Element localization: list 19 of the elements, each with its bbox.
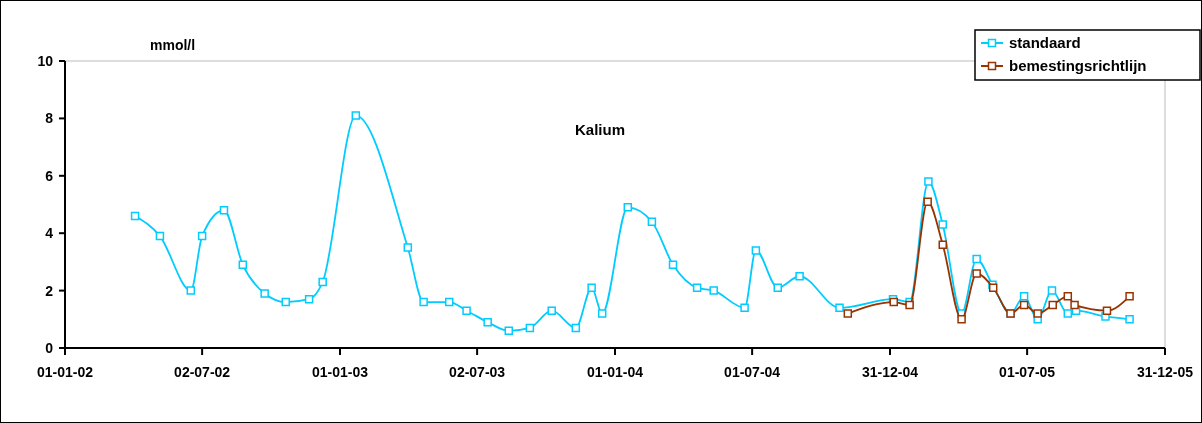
y-tick-label: 0 [45,339,54,356]
legend-label: standaard [1009,34,1081,52]
text: Kalium [574,121,626,138]
x-tick-label: 02-07-02 [174,364,231,380]
x-tick-label: 31-12-04 [861,364,919,380]
y-axis-title: mmol/l [150,37,196,53]
x-tick-label: 31-12-05 [1136,364,1194,380]
y-tick-label: 4 [45,225,54,242]
y-tick-label: 2 [45,282,54,299]
x-tick-label: 01-07-05 [999,364,1056,380]
x-tick-label: 01-01-04 [586,364,644,380]
x-tick-label: 01-01-03 [311,364,369,380]
x-tick-label: 01-07-04 [724,364,781,380]
legend-label: bemestingsrichtlijn [1009,57,1147,75]
y-tick-label: 10 [37,52,54,69]
x-tick-label: 01-01-02 [36,364,94,380]
y-tick-label: 8 [45,110,54,127]
y-tick-label: 6 [45,167,54,184]
x-tick-label: 02-07-03 [449,364,506,380]
